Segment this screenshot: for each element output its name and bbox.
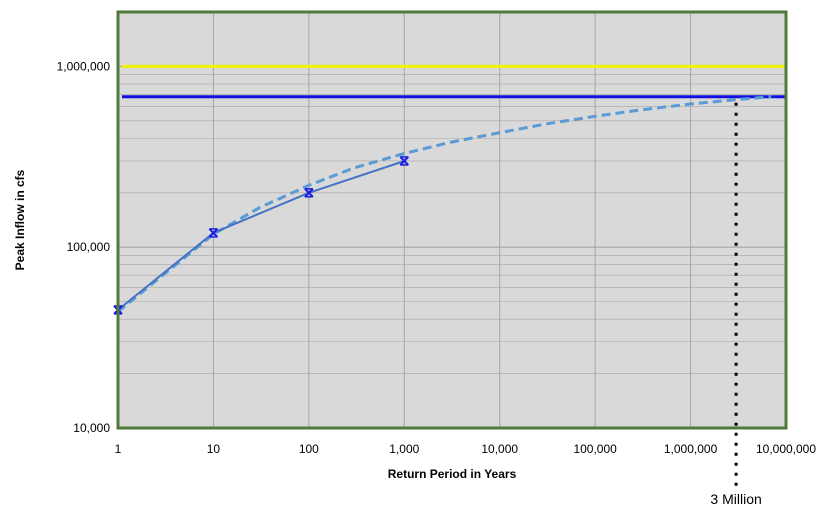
x-tick-labels: 1 10 100 1,000 10,000 100,000 1,000,000 10,000,… xyxy=(115,442,817,456)
x-tick-label: 1 xyxy=(115,442,122,456)
x-tick-label: 1,000 xyxy=(389,442,419,456)
data-point-marker xyxy=(208,228,219,238)
x-tick-label: 1,000,000 xyxy=(664,442,718,456)
plot-area-border xyxy=(116,10,788,430)
y-tick-labels: 10,000 100,000 1,000,000 xyxy=(57,59,111,435)
x-tick-label: 10,000 xyxy=(481,442,518,456)
data-point-marker xyxy=(399,156,409,166)
data-point-marker xyxy=(304,188,314,198)
plot-area-background xyxy=(118,12,786,428)
solid-data-line xyxy=(117,160,405,311)
y-tick-label: 10,000 xyxy=(73,421,110,435)
dashed-fit-curve xyxy=(117,95,772,313)
x-axis-title: Return Period in Years xyxy=(388,467,517,481)
y-tick-label: 100,000 xyxy=(67,240,111,254)
y-axis-title: Peak Inflow in cfs xyxy=(13,169,27,270)
x-tick-label: 10,000,000 xyxy=(756,442,816,456)
x-tick-label: 100,000 xyxy=(573,442,617,456)
annotation-3-million: 3 Million xyxy=(710,491,761,507)
y-tick-label: 1,000,000 xyxy=(57,59,111,73)
reference-lines xyxy=(122,64,785,99)
x-tick-label: 10 xyxy=(207,442,221,456)
x-tick-label: 100 xyxy=(299,442,319,456)
